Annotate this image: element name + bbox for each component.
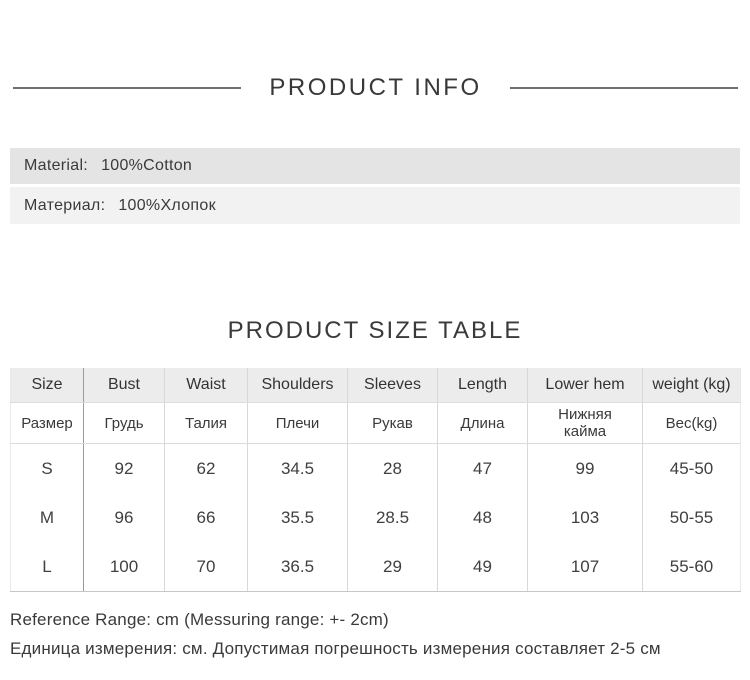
table-cell: 29 (347, 542, 438, 592)
table-cell: 28.5 (347, 493, 438, 542)
material-row-en: Material: 100%Cotton (10, 148, 740, 184)
col-header-weight: weight (kg) (642, 368, 741, 403)
col-header-ru-sleeves: Рукав (347, 402, 438, 444)
table-cell: 45-50 (642, 443, 741, 493)
table-cell: 99 (527, 443, 643, 493)
col-header-ru-bust: Грудь (83, 402, 165, 444)
col-header-lower-hem: Lower hem (527, 368, 643, 403)
reference-range-note-en: Reference Range: cm (Messuring range: +-… (10, 610, 389, 629)
material-value-ru: 100%Хлопок (118, 196, 216, 214)
size-row-l: L 100 70 36.5 29 49 107 55-60 (10, 542, 741, 592)
size-table-header-ru: Размер Грудь Талия Плечи Рукав Длина Ниж… (10, 402, 741, 444)
product-info-header: PRODUCT INFO (13, 74, 739, 102)
table-cell: 47 (437, 443, 528, 493)
col-header-ru-lower-hem: Нижняя кайма (527, 402, 643, 444)
size-row-m: M 96 66 35.5 28.5 48 103 50-55 (10, 493, 741, 542)
table-cell: 62 (164, 443, 248, 493)
table-cell: 48 (437, 493, 528, 542)
col-header-ru-weight: Вес(kg) (642, 402, 741, 444)
table-cell: 70 (164, 542, 248, 592)
col-header-shoulders: Shoulders (247, 368, 348, 403)
material-row-ru: Материал: 100%Хлопок (10, 187, 740, 224)
reference-range-note-ru: Единица измерения: см. Допустимая погреш… (10, 639, 661, 658)
table-cell: 66 (164, 493, 248, 542)
table-cell: 34.5 (247, 443, 348, 493)
left-divider-line (13, 87, 242, 89)
table-cell: 35.5 (247, 493, 348, 542)
table-cell: 107 (527, 542, 643, 592)
table-cell: 55-60 (642, 542, 741, 592)
table-cell: 28 (347, 443, 438, 493)
size-table-header-en: Size Bust Waist Shoulders Sleeves Length… (10, 368, 741, 403)
table-cell: 100 (83, 542, 165, 592)
table-cell: 49 (437, 542, 528, 592)
size-row-s: S 92 62 34.5 28 47 99 45-50 (10, 443, 741, 493)
product-info-title: PRODUCT INFO (269, 74, 482, 101)
col-header-size: Size (10, 368, 84, 403)
table-cell: 96 (83, 493, 165, 542)
material-label-en: Material: (24, 157, 89, 174)
col-header-length: Length (437, 368, 528, 403)
size-cell: L (10, 542, 84, 592)
right-divider-line (509, 87, 739, 89)
col-header-ru-size: Размер (10, 402, 84, 444)
col-header-ru-length: Длина (437, 402, 528, 444)
table-cell: 92 (83, 443, 165, 493)
size-table: Size Bust Waist Shoulders Sleeves Length… (10, 368, 741, 592)
col-header-bust: Bust (83, 368, 165, 403)
size-table-title: PRODUCT SIZE TABLE (227, 317, 523, 344)
material-label-ru: Материал: (24, 196, 106, 214)
size-cell: M (10, 493, 84, 542)
col-header-ru-shoulders: Плечи (247, 402, 348, 444)
table-cell: 36.5 (247, 542, 348, 592)
col-header-ru-waist: Талия (164, 402, 248, 444)
col-header-ru-lower-hem-text: Нижняя кайма (558, 406, 612, 440)
size-cell: S (10, 443, 84, 493)
col-header-sleeves: Sleeves (347, 368, 438, 403)
table-cell: 103 (527, 493, 643, 542)
table-cell: 50-55 (642, 493, 741, 542)
material-value-en: 100%Cotton (101, 157, 193, 174)
col-header-waist: Waist (164, 368, 248, 403)
